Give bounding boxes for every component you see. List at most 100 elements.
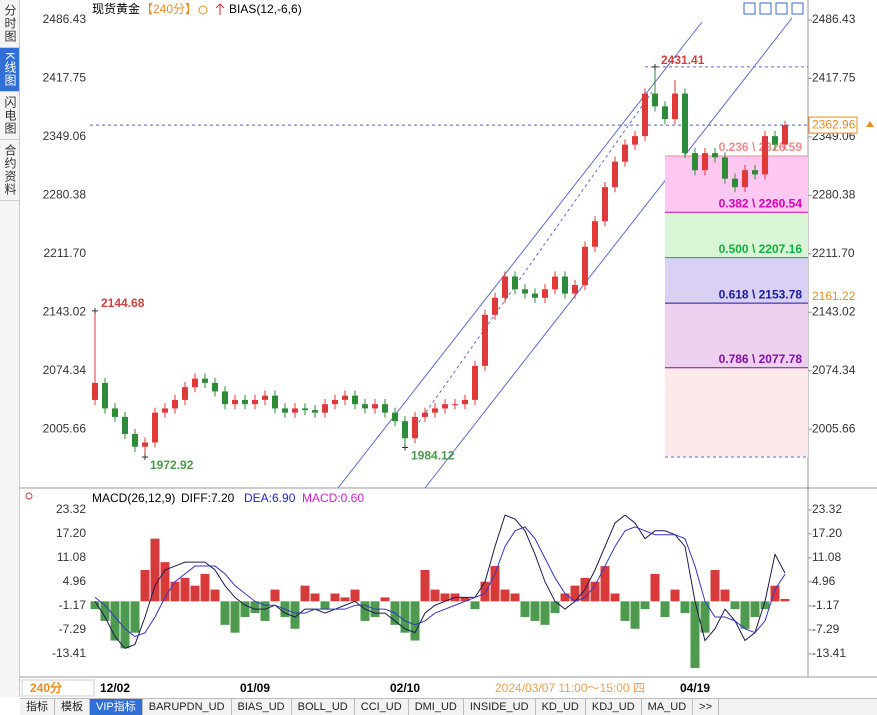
macd-bar — [90, 601, 100, 610]
macd-bar — [480, 581, 490, 602]
extreme-label: 2144.68 — [101, 296, 145, 310]
tab[interactable]: 模板 — [55, 699, 90, 715]
candle-body — [772, 136, 778, 145]
macd-bar — [510, 593, 520, 602]
macd-bar — [550, 601, 560, 614]
y-tick-label: 2280.38 — [812, 188, 856, 202]
candle-body — [462, 399, 468, 405]
side-tab[interactable]: 合约资料 — [0, 140, 19, 202]
candle-body — [712, 153, 718, 158]
tab[interactable]: BARUPDN_UD — [143, 699, 232, 715]
tab[interactable]: MA_UD — [642, 699, 694, 715]
candle-body — [302, 408, 308, 411]
y-tick-label: 2280.38 — [43, 188, 87, 202]
side-tab[interactable]: 闪电图 — [0, 92, 19, 141]
toolbar-icons — [743, 2, 804, 15]
y-tick-label: 2211.70 — [44, 246, 87, 260]
channel-midline — [411, 91, 653, 433]
candle-body — [112, 408, 118, 417]
tab[interactable]: VIP指标 — [90, 699, 143, 715]
candle-body — [212, 382, 218, 392]
candle-body — [442, 404, 448, 409]
y-tick-label: 11.08 — [57, 550, 86, 564]
candle-body — [382, 404, 388, 413]
tab[interactable]: KD_UD — [536, 699, 586, 715]
side-tab[interactable]: K线图 — [0, 48, 19, 93]
candle-body — [642, 93, 648, 137]
tab[interactable]: BOLL_UD — [292, 699, 355, 715]
y-tick-label: 2143.02 — [43, 304, 87, 318]
macd-bar — [440, 593, 450, 602]
candle-body — [572, 285, 578, 294]
candle-body — [742, 170, 748, 188]
tab[interactable]: 指标 — [20, 699, 55, 715]
indicator: BIAS(12,-6,6) — [229, 2, 302, 16]
tab[interactable]: DMI_UD — [409, 699, 464, 715]
candle-body — [262, 395, 268, 400]
candle-body — [362, 404, 368, 409]
tab[interactable]: BIAS_UD — [232, 699, 292, 715]
candle-body — [652, 93, 658, 107]
x-tick-label: 01/09 — [240, 681, 270, 695]
macd-bar — [520, 601, 530, 618]
price-arrow — [866, 121, 874, 127]
dea-line — [94, 526, 786, 638]
macd-bar — [460, 597, 470, 602]
macd-label: MACD:0.60 — [302, 491, 364, 505]
fib-zone — [665, 212, 808, 258]
macd-bar — [290, 601, 300, 629]
tab-bar: 指标 模板 VIP指标 BARUPDN_UD BIAS_UD BOLL_UD CCI_UD D… — [20, 698, 877, 715]
candle-body — [482, 314, 488, 366]
macd-bar — [400, 601, 410, 633]
macd-bar — [600, 566, 610, 602]
candle-body — [352, 395, 358, 405]
tab[interactable]: >> — [693, 699, 720, 715]
chart: 现货黄金 【240分】 BIAS(12,-6,6) MACD(26,12,9) … — [20, 0, 877, 697]
macd-bar — [220, 601, 230, 625]
candle-body — [752, 170, 758, 175]
macd-bar — [590, 581, 600, 602]
macd-bar — [250, 601, 260, 614]
candle-body — [102, 382, 108, 409]
y-tick-label: 2486.43 — [812, 12, 856, 26]
candle-body — [92, 382, 98, 400]
fib-label: 0.500 \ 2207.16 — [719, 242, 803, 256]
candle-body — [522, 289, 528, 294]
tab[interactable]: KDJ_UD — [586, 699, 642, 715]
macd-bar — [700, 601, 710, 633]
macd-bar — [340, 597, 350, 602]
candle-body — [392, 412, 398, 422]
side-tab[interactable]: 分时图 — [0, 0, 19, 48]
candle-body — [612, 161, 618, 188]
period-label: 240分 — [30, 680, 62, 695]
candle-body — [512, 276, 518, 290]
period-icon — [198, 5, 208, 15]
macd-bar — [300, 585, 310, 602]
last-price-tag — [808, 116, 858, 134]
y-tick-label: 2005.66 — [43, 421, 87, 435]
extreme-marker — [652, 63, 658, 70]
tab[interactable]: INSIDE_UD — [464, 699, 536, 715]
macd-bar — [360, 601, 370, 621]
macd-bar — [560, 593, 570, 602]
macd-bar — [490, 566, 500, 602]
fib-zone — [665, 257, 808, 304]
y-tick-label: -1.17 — [59, 598, 87, 612]
macd-bar — [470, 601, 480, 610]
candle-body — [412, 416, 418, 439]
macd-bar — [670, 589, 680, 602]
candle-body — [272, 395, 278, 409]
candle-body — [452, 404, 458, 406]
macd-bar — [530, 601, 540, 621]
macd-bar — [630, 601, 640, 629]
y-tick-label: 2417.75 — [812, 71, 856, 85]
extreme-marker — [402, 444, 408, 451]
macd-bar — [420, 569, 430, 602]
fib-label: 0.786 \ 2077.78 — [719, 352, 803, 366]
candle-body — [582, 246, 588, 286]
y-tick-label: 2486.43 — [43, 12, 87, 26]
tab[interactable]: CCI_UD — [355, 699, 409, 715]
y-tick-label: 2211.70 — [812, 246, 855, 260]
candle-body — [592, 221, 598, 247]
candle-body — [152, 412, 158, 443]
